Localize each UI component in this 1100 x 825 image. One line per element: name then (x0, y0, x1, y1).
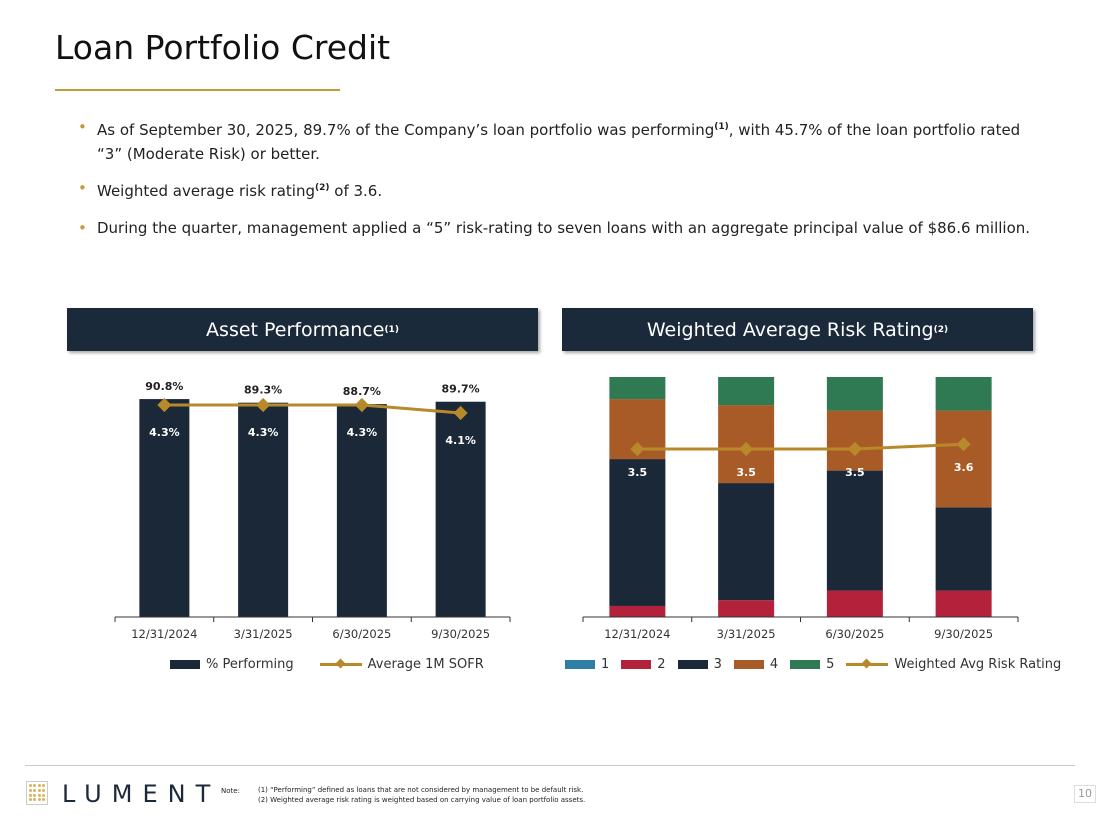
legend-swatch-3 (677, 660, 708, 669)
legend-swatch-5 (790, 660, 821, 669)
legend-label: % Performing (206, 657, 294, 672)
page-number: 10 (1074, 785, 1096, 803)
footnote-ref: (1) (384, 324, 399, 335)
lument-logo-icon (26, 781, 48, 805)
bar-data-label: 89.7% (442, 383, 480, 396)
x-tick-label: 3/31/2025 (234, 627, 293, 641)
risk-rating-header: Weighted Average Risk Rating (2) (562, 308, 1033, 351)
note-label: Note: (221, 787, 240, 795)
footnote-2: (2) Weighted average risk rating is weig… (258, 796, 586, 804)
x-tick-label: 9/30/2025 (431, 627, 490, 641)
bullet-text: During the quarter, management applied a… (97, 219, 1031, 237)
legend-label: 3 (713, 657, 722, 672)
legend-risk-rating: 1 2 3 4 5 Weighted Avg Risk Rating (565, 657, 1061, 672)
bar-rating-5 (935, 377, 992, 411)
bar-rating-3 (935, 507, 992, 591)
footnotes: (1) “Performing” defined as loans that a… (258, 785, 585, 805)
bar-rating-4 (826, 410, 883, 471)
line-weighted-avg-risk (637, 442, 964, 451)
legend-label: 2 (657, 657, 666, 672)
x-tick-label: 9/30/2025 (934, 627, 993, 641)
bullet-text: Weighted average risk rating (97, 182, 315, 200)
bar-performing (336, 404, 387, 617)
legend-line-sofr-icon (319, 663, 362, 666)
bar-data-label: 89.3% (244, 384, 282, 397)
bar-rating-4 (935, 410, 992, 508)
legend-label: Weighted Avg Risk Rating (894, 657, 1062, 672)
line-data-label: 3.6 (954, 461, 974, 474)
x-tick-label: 6/30/2025 (332, 627, 391, 641)
line-marker (847, 441, 862, 457)
line-marker (630, 441, 645, 457)
legend-label: 5 (826, 657, 835, 672)
bar-rating-2 (718, 600, 775, 617)
bar-performing (139, 399, 190, 617)
bar-rating-2 (826, 590, 883, 617)
legend-asset-performance: % Performing Average 1M SOFR (170, 657, 484, 672)
bar-rating-5 (826, 377, 883, 411)
line-data-label: 4.3% (248, 426, 279, 439)
line-data-label: 3.5 (736, 466, 756, 479)
x-tick-label: 3/31/2025 (717, 627, 776, 641)
line-data-label: 4.3% (347, 426, 378, 439)
line-marker (956, 437, 971, 452)
legend-swatch-2 (621, 660, 652, 669)
line-marker (739, 441, 754, 457)
bullet-3: • During the quarter, management applied … (78, 216, 1038, 240)
footnote-1: (1) “Performing” defined as loans that a… (258, 786, 584, 794)
bullet-text: , with 45.7% of the loan portfolio rated… (97, 121, 1021, 163)
footnote-ref: (2) (315, 183, 330, 193)
legend-label: Average 1M SOFR (367, 657, 484, 672)
line-data-label: 3.5 (845, 466, 865, 479)
line-sofr (164, 403, 461, 415)
bullet-text: As of September 30, 2025, 89.7% of the C… (97, 121, 715, 139)
line-marker (354, 397, 369, 413)
x-tick-label: 12/31/2024 (604, 627, 670, 641)
legend-swatch-performing (170, 660, 200, 669)
bar-data-label: 88.7% (343, 385, 381, 398)
asset-performance-header: Asset Performance (1) (67, 308, 538, 351)
line-data-label: 3.5 (628, 466, 648, 479)
footer-divider (25, 765, 1075, 766)
bullet-2: • Weighted average risk rating(2) of 3.6. (78, 176, 1038, 203)
legend-swatch-1 (565, 660, 595, 669)
chart-title: Asset Performance (206, 318, 385, 341)
line-marker (453, 405, 468, 421)
bullet-dot: • (78, 179, 87, 197)
bar-rating-2 (609, 605, 666, 617)
footnote-ref: (2) (933, 324, 949, 335)
bar-data-label: 90.8% (145, 380, 183, 393)
bullet-dot: • (78, 118, 87, 136)
footnote-ref: (1) (714, 122, 729, 132)
bar-rating-3 (718, 483, 775, 601)
x-tick-label: 6/30/2025 (825, 627, 884, 641)
bullet-dot: • (78, 219, 87, 237)
legend-line-risk-icon (846, 663, 889, 666)
bar-rating-3 (609, 459, 666, 606)
bar-rating-5 (609, 377, 666, 400)
legend-label: 4 (769, 657, 779, 672)
x-tick-label: 12/31/2024 (131, 627, 197, 641)
bullet-text: of 3.6. (329, 182, 383, 200)
line-marker (157, 397, 172, 413)
chart-title: Weighted Average Risk Rating (646, 318, 934, 341)
bullet-1: • As of September 30, 2025, 89.7% of the … (78, 115, 1038, 166)
line-data-label: 4.3% (149, 426, 180, 439)
bar-performing (435, 401, 486, 617)
bar-rating-3 (826, 470, 883, 591)
legend-swatch-4 (733, 660, 764, 669)
page-title: Loan Portfolio Credit (55, 28, 391, 67)
line-data-label: 4.1% (445, 434, 476, 447)
bar-performing (238, 402, 289, 617)
title-underline (55, 89, 340, 91)
line-marker (256, 397, 271, 413)
bar-rating-2 (935, 590, 992, 617)
lument-logo: LUMENT (62, 780, 221, 808)
legend-label: 1 (601, 657, 610, 672)
bar-rating-5 (718, 377, 775, 406)
